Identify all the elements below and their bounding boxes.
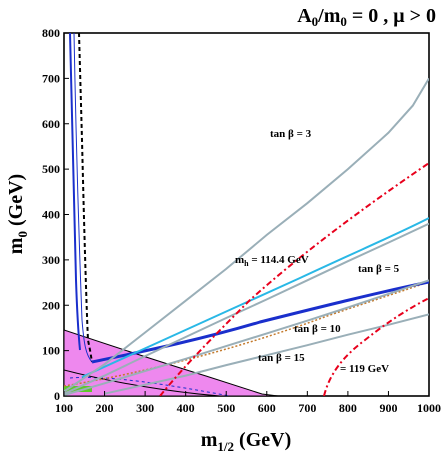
mh-119-line — [159, 162, 429, 396]
x-tick-label: 1000 — [417, 401, 441, 415]
y-axis-title: m0 (GeV) — [5, 174, 30, 254]
x-tick-label: 800 — [339, 401, 357, 415]
label-tan-beta-15: tan β = 15 — [258, 352, 305, 364]
relic-sliver — [69, 33, 81, 351]
y-tick-label: 0 — [54, 389, 60, 403]
x-tick-label: 600 — [258, 401, 276, 415]
tan-beta-line-0 — [64, 77, 429, 393]
x-axis-title: m1/2 (GeV) — [201, 429, 292, 454]
y-tick-label: 700 — [42, 71, 60, 85]
x-tick-label: 500 — [217, 401, 235, 415]
label-mh-114: mh = 114.4 GeV — [235, 254, 309, 268]
y-tick-label: 200 — [42, 298, 60, 312]
x-tick-label: 400 — [177, 401, 195, 415]
x-tick-label: 200 — [96, 401, 114, 415]
y-tick-label: 500 — [42, 162, 60, 176]
relic-sliver-2 — [73, 33, 93, 363]
label-mh-119: = 119 GeV — [340, 363, 389, 375]
mh-114-line — [81, 217, 429, 378]
chargino-limit — [78, 33, 93, 363]
chart-title: A0/m0 = 0 , μ > 0 — [297, 5, 436, 29]
plot-frame — [63, 32, 430, 397]
mh-119-line-2 — [323, 297, 429, 396]
bsg-region — [64, 386, 92, 392]
x-tick-label: 900 — [379, 401, 397, 415]
y-tick-label: 400 — [42, 208, 60, 222]
tan-beta-line-2 — [64, 279, 429, 396]
tan-beta-line-1 — [64, 222, 429, 395]
x-tick-label: 100 — [55, 401, 73, 415]
g2-line — [64, 281, 429, 387]
y-tick-label: 300 — [42, 253, 60, 267]
tan-beta-line-3 — [104, 313, 429, 395]
y-tick-label: 800 — [42, 26, 60, 40]
plot-area — [64, 33, 429, 396]
label-tan-beta-5: tan β = 5 — [358, 263, 400, 275]
label-tan-beta-10: tan β = 10 — [294, 323, 341, 335]
y-tick-label: 600 — [42, 117, 60, 131]
label-tan-beta-3: tan β = 3 — [270, 128, 312, 140]
y-tick-label: 100 — [42, 344, 60, 358]
x-tick-label: 300 — [136, 401, 154, 415]
relic-band — [91, 280, 429, 364]
x-tick-label: 700 — [298, 401, 316, 415]
